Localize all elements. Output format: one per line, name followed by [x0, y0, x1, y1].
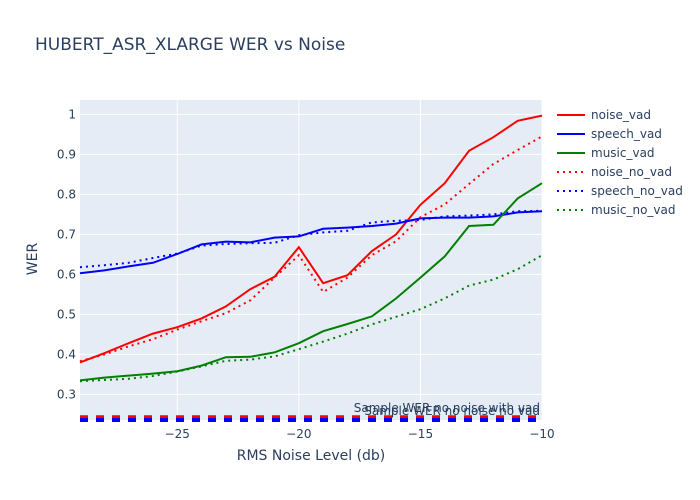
- series-line-noise-no-vad: [79, 135, 543, 363]
- legend-label: noise_vad: [591, 108, 651, 122]
- series-line-music-no-vad: [79, 254, 543, 383]
- reference-line-label: Sample WER no noise with vad: [354, 401, 540, 415]
- series-line-music-vad: [79, 182, 543, 382]
- legend-label: speech_vad: [591, 127, 662, 141]
- legend-label: music_no_vad: [591, 203, 676, 217]
- tick-labels: −25 −20 −15 −10 0.3 0.4 0.5 0.6 0.7 0.8 0.9 1: [57, 107, 555, 441]
- x-tick-label: −25: [165, 427, 190, 441]
- series-line-speech-no-vad: [79, 209, 543, 269]
- series-line-noise-vad: [79, 114, 543, 364]
- y-tick-label: 0.4: [57, 347, 76, 361]
- series-lines: [79, 114, 543, 383]
- plot-area: [80, 100, 542, 420]
- y-tick-label: 1: [68, 107, 76, 121]
- y-tick-label: 0.8: [57, 187, 76, 201]
- y-tick-label: 0.5: [57, 307, 76, 321]
- reference-line-label: Sample WER no noise no vad: [364, 404, 540, 418]
- x-axis-title: RMS Noise Level (db): [237, 448, 386, 464]
- y-tick-label: 0.3: [57, 387, 76, 401]
- series-line-speech-vad: [79, 210, 543, 275]
- legend-label: music_vad: [591, 146, 655, 160]
- gridlines: [80, 100, 543, 420]
- y-tick-label: 0.6: [57, 267, 76, 281]
- legend-label: noise_no_vad: [591, 165, 672, 179]
- x-tick-label: −10: [529, 427, 554, 441]
- y-tick-label: 0.7: [57, 227, 76, 241]
- x-tick-label: −20: [286, 427, 311, 441]
- legend: noise_vad speech_vad music_vad noise_no_vad…: [557, 108, 683, 217]
- chart-title: HUBERT_ASR_XLARGE WER vs Noise: [35, 35, 345, 55]
- y-axis-title: WER: [25, 243, 41, 276]
- legend-label: speech_no_vad: [591, 184, 683, 198]
- y-tick-label: 0.9: [57, 147, 76, 161]
- x-tick-label: −15: [408, 427, 433, 441]
